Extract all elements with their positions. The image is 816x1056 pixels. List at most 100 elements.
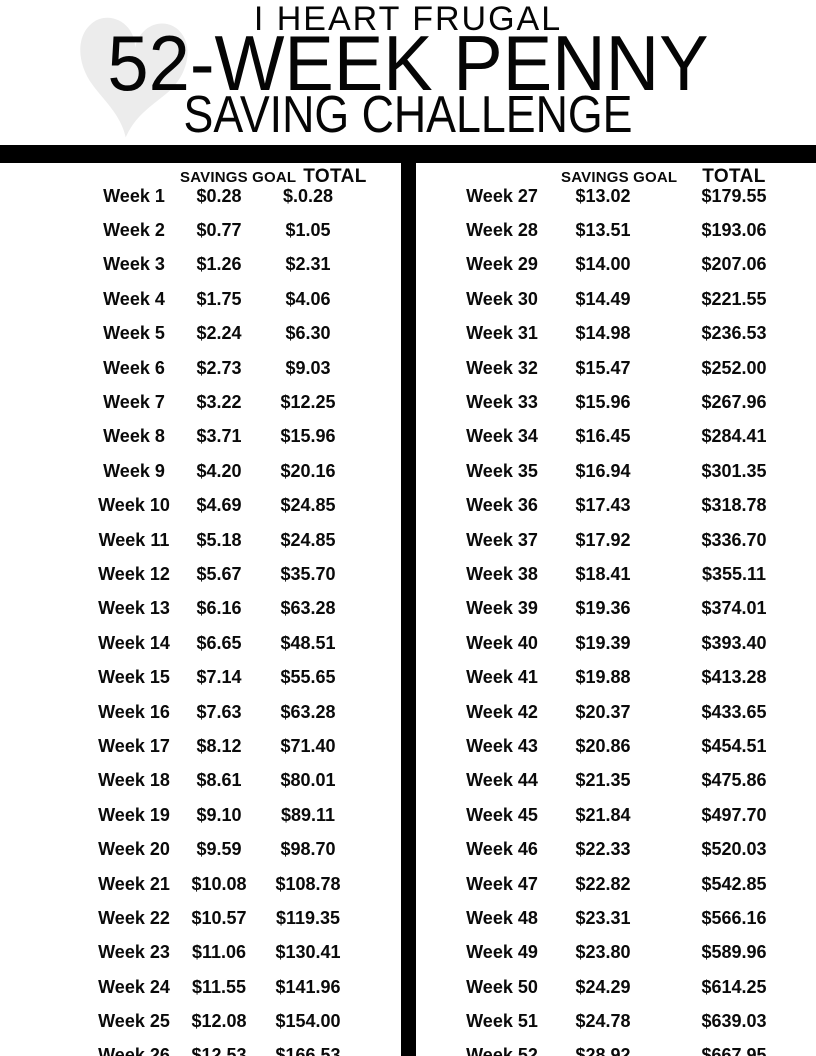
table-row: Week 7 $3.22 $12.25 (88, 385, 358, 419)
week-label: Week 29 (466, 254, 538, 275)
total-value: $71.40 (280, 735, 336, 756)
total-value: $542.85 (701, 873, 767, 894)
table-row: Week 31 $14.98 $236.53 (455, 317, 811, 351)
goal-value: $5.67 (196, 563, 242, 584)
table-row: Week 6 $2.73 $9.03 (88, 351, 358, 385)
week-label: Week 36 (466, 495, 538, 516)
goal-value: $14.00 (575, 254, 631, 275)
table-row: Week 18 $8.61 $80.01 (88, 764, 358, 798)
total-value: $63.28 (280, 598, 336, 619)
week-label: Week 5 (103, 323, 165, 344)
total-value: $301.35 (701, 460, 767, 481)
goal-value: $9.59 (196, 839, 242, 860)
table-row: Week 26 $12.53 $166.53 (88, 1039, 358, 1056)
week-label: Week 8 (103, 426, 165, 447)
goal-value: $7.63 (196, 701, 242, 722)
goal-value: $12.08 (191, 1011, 247, 1032)
table-row: Week 13 $6.16 $63.28 (88, 592, 358, 626)
week-label: Week 2 (103, 220, 165, 241)
total-value: $154.00 (275, 1011, 341, 1032)
total-value: $193.06 (701, 220, 767, 241)
total-value: $318.78 (701, 495, 767, 516)
total-value: $80.01 (280, 770, 336, 791)
table-row: Week 48 $23.31 $566.16 (455, 901, 811, 935)
goal-value: $17.43 (575, 495, 631, 516)
total-value: $267.96 (701, 392, 767, 413)
total-value: $475.86 (701, 770, 767, 791)
table-row: Week 25 $12.08 $154.00 (88, 1004, 358, 1038)
total-value: $336.70 (701, 529, 767, 550)
total-value: $12.25 (280, 392, 336, 413)
table-rows-left: Week 1 $0.28 $.0.28 Week 2 $0.77 $1.05 Week 3 $… (88, 179, 358, 1056)
week-label: Week 12 (98, 563, 170, 584)
goal-value: $16.45 (575, 426, 631, 447)
goal-value: $13.02 (575, 185, 631, 206)
total-value: $639.03 (701, 1011, 767, 1032)
goal-value: $24.29 (575, 976, 631, 997)
table-row: Week 20 $9.59 $98.70 (88, 832, 358, 866)
week-label: Week 42 (466, 701, 538, 722)
goal-value: $10.08 (191, 873, 247, 894)
goal-value: $1.75 (196, 288, 242, 309)
week-label: Week 40 (466, 632, 538, 653)
week-label: Week 3 (103, 254, 165, 275)
table-row: Week 29 $14.00 $207.06 (455, 248, 811, 282)
table-row: Week 36 $17.43 $318.78 (455, 489, 811, 523)
table-row: Week 45 $21.84 $497.70 (455, 798, 811, 832)
table-row: Week 27 $13.02 $179.55 (455, 179, 811, 213)
goal-value: $4.20 (196, 460, 242, 481)
goal-value: $19.39 (575, 632, 631, 653)
week-label: Week 17 (98, 735, 170, 756)
week-label: Week 11 (98, 529, 170, 550)
week-label: Week 9 (103, 460, 165, 481)
goal-value: $22.33 (575, 839, 631, 860)
total-value: $393.40 (701, 632, 767, 653)
total-value: $236.53 (701, 323, 767, 344)
goal-value: $9.10 (196, 804, 242, 825)
table-row: Week 39 $19.36 $374.01 (455, 592, 811, 626)
total-value: $2.31 (285, 254, 331, 275)
week-label: Week 22 (98, 907, 170, 928)
week-label: Week 4 (103, 288, 165, 309)
weeks-27-52-table: SAVINGS GOAL TOTAL Week 27 $13.02 $179.55 W… (455, 163, 811, 1056)
total-value: $284.41 (701, 426, 767, 447)
table-row: Week 44 $21.35 $475.86 (455, 764, 811, 798)
week-label: Week 43 (466, 735, 538, 756)
total-value: $1.05 (285, 220, 331, 241)
week-label: Week 20 (98, 839, 170, 860)
weeks-1-26-table: SAVINGS GOAL TOTAL Week 1 $0.28 $.0.28 Week… (88, 163, 366, 1056)
week-label: Week 39 (466, 598, 538, 619)
total-value: $15.96 (280, 426, 336, 447)
total-value: $179.55 (701, 185, 767, 206)
table-row: Week 46 $22.33 $520.03 (455, 832, 811, 866)
table-row: Week 34 $16.45 $284.41 (455, 420, 811, 454)
goal-value: $17.92 (575, 529, 631, 550)
total-header: TOTAL (303, 166, 367, 187)
week-label: Week 38 (466, 563, 538, 584)
table-row: Week 40 $19.39 $393.40 (455, 626, 811, 660)
goal-value: $19.36 (575, 598, 631, 619)
week-label: Week 24 (98, 976, 170, 997)
table-row: Week 24 $11.55 $141.96 (88, 970, 358, 1004)
total-value: $252.00 (701, 357, 767, 378)
week-label: Week 23 (98, 942, 170, 963)
week-label: Week 16 (98, 701, 170, 722)
page-subtitle: SAVING CHALLENGE (183, 86, 633, 144)
total-value: $108.78 (275, 873, 341, 894)
table-row: Week 32 $15.47 $252.00 (455, 351, 811, 385)
goal-value: $11.55 (191, 976, 247, 997)
table-row: Week 21 $10.08 $108.78 (88, 867, 358, 901)
goal-value: $23.80 (575, 942, 631, 963)
total-value: $497.70 (701, 804, 767, 825)
week-label: Week 35 (466, 460, 538, 481)
week-label: Week 15 (98, 667, 170, 688)
page-title: 52-WEEK PENNY (107, 19, 709, 107)
goal-value: $21.84 (575, 804, 631, 825)
goal-value: $23.31 (575, 907, 631, 928)
total-value: $413.28 (701, 667, 767, 688)
goal-value: $20.86 (575, 735, 631, 756)
week-label: Week 26 (98, 1045, 170, 1056)
total-value: $355.11 (701, 563, 767, 584)
total-value: $433.65 (701, 701, 767, 722)
table-row: Week 9 $4.20 $20.16 (88, 454, 358, 488)
